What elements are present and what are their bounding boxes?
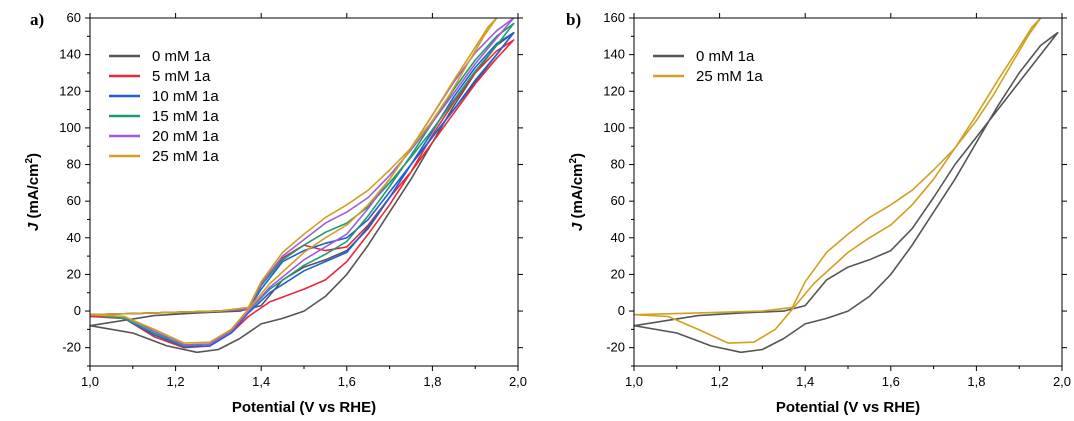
x-tick-label: 1,0 bbox=[625, 374, 643, 389]
y-tick-label: 140 bbox=[59, 47, 81, 62]
x-tick-label: 2,0 bbox=[509, 374, 527, 389]
y-tick-label: 0 bbox=[74, 303, 81, 318]
x-tick-label: 1,8 bbox=[423, 374, 441, 389]
x-tick-label: 1,4 bbox=[252, 374, 270, 389]
x-tick-label: 1,2 bbox=[167, 374, 185, 389]
y-tick-label: 20 bbox=[67, 266, 81, 281]
y-tick-label: 60 bbox=[611, 193, 625, 208]
x-axis-title: Potential (V vs RHE) bbox=[776, 399, 920, 416]
y-tick-label: 40 bbox=[67, 230, 81, 245]
panel-b: 1,0 1,2 1,4 1,6 1,8 2,0 -20 0 20 40 60 80 100 120 140 1… bbox=[566, 10, 1071, 416]
legend-label: 10 mM 1a bbox=[152, 88, 219, 105]
y-tick-label: 120 bbox=[59, 83, 81, 98]
series-line-25-mm-1a bbox=[634, 18, 1042, 344]
x-tick-label: 1,8 bbox=[967, 374, 985, 389]
panel-b-plot-area bbox=[634, 18, 1059, 354]
panel-label: a) bbox=[30, 10, 44, 29]
panel-label: b) bbox=[566, 10, 581, 29]
y-tick-label: 140 bbox=[603, 47, 625, 62]
x-axis-title: Potential (V vs RHE) bbox=[232, 399, 376, 416]
x-tick-label: 1,0 bbox=[81, 374, 99, 389]
y-tick-label: 0 bbox=[618, 303, 625, 318]
x-tick-label: 1,4 bbox=[796, 374, 814, 389]
y-axis-title: J (mA/cm2) bbox=[568, 153, 586, 231]
y-tick-label: -20 bbox=[62, 340, 81, 355]
series-line-10-mm-1a bbox=[90, 31, 515, 348]
x-tick-label: 2,0 bbox=[1053, 374, 1071, 389]
legend-label: 25 mM 1a bbox=[152, 148, 219, 165]
y-tick-label: 100 bbox=[603, 120, 625, 135]
y-tick-label: 80 bbox=[611, 157, 625, 172]
y-tick-label: 40 bbox=[611, 230, 625, 245]
panel-a: 1,0 1,2 1,4 1,6 1,8 2,0 -20 0 20 40 60 80 100 120 140 6… bbox=[24, 10, 527, 416]
y-tick-label: 160 bbox=[603, 10, 625, 25]
y-axis-title: J (mA/cm2) bbox=[24, 153, 42, 231]
y-tick-label: 80 bbox=[67, 157, 81, 172]
legend-label: 0 mM 1a bbox=[152, 48, 211, 65]
legend-label: 0 mM 1a bbox=[696, 48, 755, 65]
x-tick-label: 1,6 bbox=[338, 374, 356, 389]
panel-a-plot-area bbox=[90, 18, 515, 354]
series-line-25-mm-1a bbox=[90, 18, 498, 344]
x-tick-label: 1,2 bbox=[711, 374, 729, 389]
y-tick-label: 60 bbox=[67, 10, 81, 25]
y-tick-label: -20 bbox=[606, 340, 625, 355]
x-tick-label: 1,6 bbox=[882, 374, 900, 389]
legend: 0 mM 1a 25 mM 1a bbox=[653, 48, 763, 85]
legend-label: 5 mM 1a bbox=[152, 68, 211, 85]
y-tick-label: 20 bbox=[611, 266, 625, 281]
series-line-20-mm-1a bbox=[90, 18, 515, 346]
series-line-0-mm-1a bbox=[634, 31, 1059, 354]
legend-label: 15 mM 1a bbox=[152, 108, 219, 125]
y-tick-label: 100 bbox=[59, 120, 81, 135]
y-tick-label: 120 bbox=[603, 83, 625, 98]
legend-label: 20 mM 1a bbox=[152, 128, 219, 145]
legend: 0 mM 1a 5 mM 1a 10 mM 1a 15 mM 1a 20 mM 1a 25… bbox=[109, 48, 219, 165]
legend-label: 25 mM 1a bbox=[696, 68, 763, 85]
y-tick-label: 60 bbox=[67, 193, 81, 208]
